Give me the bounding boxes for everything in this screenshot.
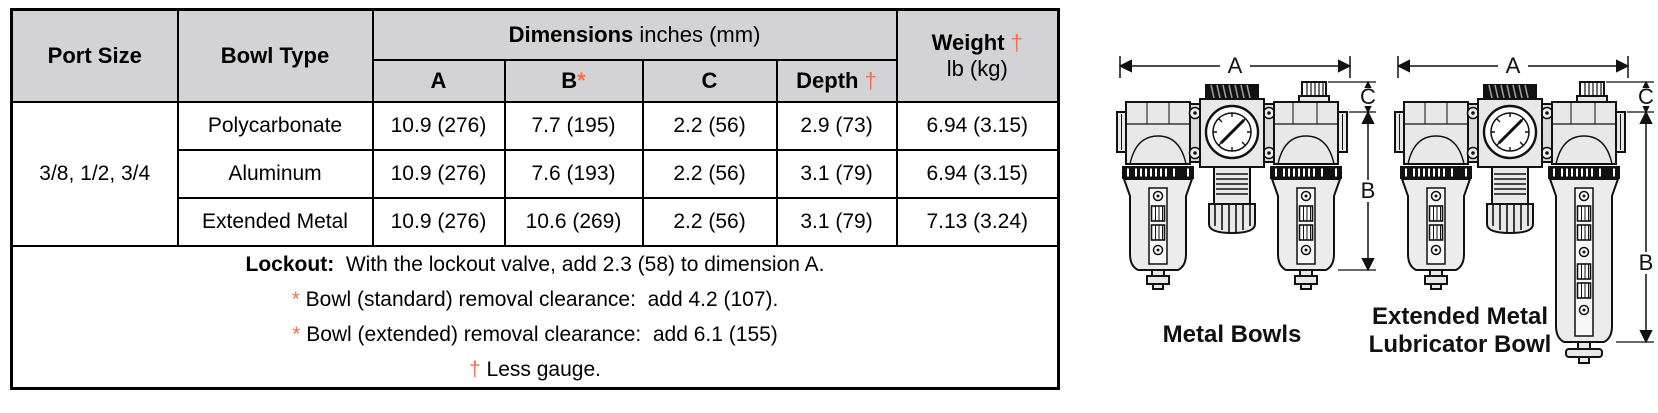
header-weight-units: lb (kg) xyxy=(946,56,1008,81)
extended-caption-line1: Extended Metal xyxy=(1372,303,1548,330)
cell-dim-c: 2.2 (56) xyxy=(641,197,778,247)
dagger-marker: † xyxy=(469,358,481,381)
weight-dagger-marker: † xyxy=(1010,30,1023,55)
header-col-c: C xyxy=(641,59,778,103)
note-lockout: Lockout: With the lockout valve, add 2.3… xyxy=(17,247,1053,282)
cell-dim-a: 10.9 (276) xyxy=(371,101,506,151)
cell-bowl-type: Polycarbonate xyxy=(176,101,374,151)
header-dimensions-units: inches (mm) xyxy=(633,22,761,47)
header-col-b: B* xyxy=(503,59,644,103)
cell-bowl-type: Aluminum xyxy=(176,149,374,199)
header-dimensions: Dimensions inches (mm) xyxy=(371,8,898,61)
cell-port-size: 3/8, 1/2, 3/4 xyxy=(10,101,179,247)
dimensions-table: Port Size Bowl Type Dimensions inches (m… xyxy=(10,8,1060,390)
dim-a-label: A xyxy=(1506,53,1521,78)
col-b-asterisk-marker: * xyxy=(577,68,586,93)
cell-depth: 2.9 (73) xyxy=(775,101,898,151)
dim-b-label: B xyxy=(1639,250,1654,275)
note-bowl-standard: * Bowl (standard) removal clearance: add… xyxy=(17,282,1053,317)
cell-dim-b: 7.6 (193) xyxy=(503,149,644,199)
header-col-depth-word: Depth xyxy=(796,68,865,93)
extended-metal-drawing: A C B Extended Metal Lubricator Bowl xyxy=(1360,52,1658,413)
note-less-gauge-text: Less gauge. xyxy=(480,358,601,381)
header-col-a: A xyxy=(371,59,506,103)
dim-a-label: A xyxy=(1228,53,1243,78)
dim-c-label: C xyxy=(1360,84,1376,109)
dim-b-label: B xyxy=(1361,178,1376,203)
footnotes: Lockout: With the lockout valve, add 2.3… xyxy=(10,245,1060,390)
extended-caption-line2: Lubricator Bowl xyxy=(1369,331,1552,358)
header-port-size: Port Size xyxy=(10,8,179,103)
metal-bowls-drawing: A C B Metal Bowls xyxy=(1082,52,1382,392)
table-row: Extended Metal 10.9 (276) 10.6 (269) 2.2… xyxy=(12,197,1060,247)
asterisk-marker: * xyxy=(292,323,301,346)
cell-dim-b: 7.7 (195) xyxy=(503,101,644,151)
table-row: 3/8, 1/2, 3/4 Polycarbonate 10.9 (276) 7… xyxy=(10,101,1060,247)
frl-extended-bowl-diagram: A C B Extended Metal Lubricator Bowl xyxy=(1369,53,1656,364)
cell-dim-a: 10.9 (276) xyxy=(371,197,506,247)
cell-weight: 7.13 (3.24) xyxy=(895,197,1060,247)
header-weight-bold: Weight xyxy=(931,30,1011,55)
note-lockout-text: With the lockout valve, add 2.3 (58) to … xyxy=(334,253,825,276)
table-row: Aluminum 10.9 (276) 7.6 (193) 2.2 (56) 3… xyxy=(12,149,1060,199)
cell-weight: 6.94 (3.15) xyxy=(895,149,1060,199)
cell-dim-c: 2.2 (56) xyxy=(641,149,778,199)
cell-dim-c: 2.2 (56) xyxy=(641,101,778,151)
depth-dagger-marker: † xyxy=(864,68,877,93)
cell-bowl-type: Extended Metal xyxy=(176,197,374,247)
cell-dim-b: 10.6 (269) xyxy=(503,197,644,247)
header-weight: Weight † lb (kg) xyxy=(895,8,1060,103)
header-bowl-type: Bowl Type xyxy=(176,8,374,103)
dim-c-label: C xyxy=(1638,84,1654,109)
frl-metal-bowls-diagram: A C B Metal Bowls xyxy=(1115,53,1378,348)
asterisk-marker: * xyxy=(291,288,300,311)
metal-bowls-caption: Metal Bowls xyxy=(1163,321,1302,348)
cell-weight: 6.94 (3.15) xyxy=(895,101,1060,151)
header-dimensions-bold: Dimensions xyxy=(508,22,634,47)
cell-dim-a: 10.9 (276) xyxy=(371,149,506,199)
note-less-gauge: † Less gauge. xyxy=(17,352,1053,387)
note-bowl-extended-text: Bowl (extended) removal clearance: add 6… xyxy=(300,323,778,346)
note-bowl-standard-text: Bowl (standard) removal clearance: add 4… xyxy=(299,288,779,311)
note-lockout-label: Lockout: xyxy=(245,253,335,276)
cell-depth: 3.1 (79) xyxy=(775,149,898,199)
header-col-depth: Depth † xyxy=(775,59,898,103)
note-bowl-extended: * Bowl (extended) removal clearance: add… xyxy=(17,317,1053,352)
header-col-b-letter: B xyxy=(561,68,578,93)
cell-depth: 3.1 (79) xyxy=(775,197,898,247)
